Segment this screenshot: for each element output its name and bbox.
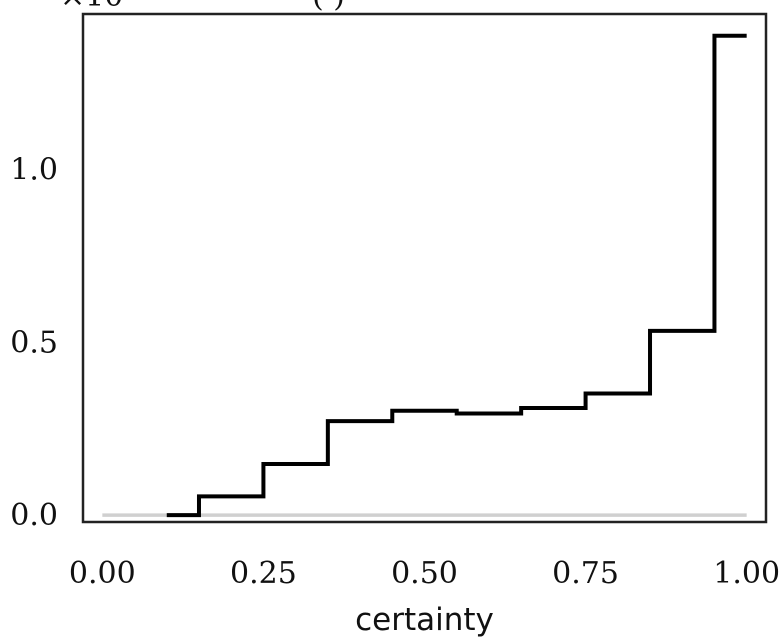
- series-line-1: [166, 33, 747, 518]
- x-tick-label: 0.00: [69, 556, 136, 591]
- plot-frame: [81, 12, 768, 524]
- y-tick-label: 0.0: [10, 498, 58, 533]
- x-tick-label: 0.75: [552, 556, 619, 591]
- y-tick-label: 0.5: [10, 325, 58, 360]
- x-tick-label: 1.00: [713, 556, 779, 591]
- x-axis-label: certainty: [355, 602, 494, 638]
- chart-title: (·): [312, 0, 345, 14]
- x-tick-label: 0.50: [391, 556, 458, 591]
- multiplier-label: ×10: [60, 0, 123, 14]
- x-tick-label: 0.25: [230, 556, 297, 591]
- y-tick-label: 1.0: [10, 153, 58, 188]
